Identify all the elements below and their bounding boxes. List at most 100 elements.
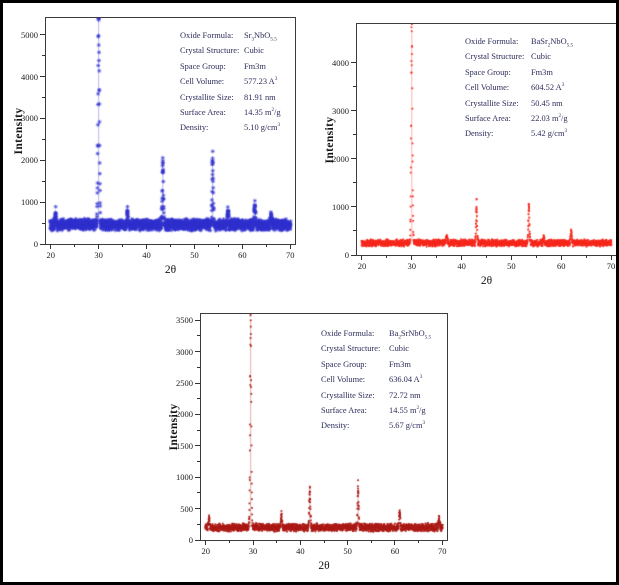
y-minor-tick — [353, 134, 356, 136]
y-minor-tick — [197, 366, 200, 368]
x-major-tick — [205, 540, 207, 545]
y-major-tick — [195, 413, 200, 415]
x-tick-label: 30 — [94, 250, 103, 260]
y-minor-tick — [42, 222, 45, 224]
y-major-tick — [195, 539, 200, 541]
xrd-plot-sr3nbo55: Intensity 2θ Oxide Formula:Sr3NbO5.5Crys… — [13, 17, 296, 276]
y-tick-label: 4000 — [332, 57, 349, 68]
y-major-tick — [351, 62, 356, 63]
x-major-tick — [252, 540, 254, 545]
xrd-plot-ba2srnbo55: Intensity 2θ Oxide Formula:Ba2SrNbO5.5Cr… — [168, 313, 448, 572]
x-minor-tick — [265, 244, 267, 247]
x-tick-label: 40 — [296, 546, 305, 556]
x-tick-label: 20 — [46, 250, 56, 260]
y-major-tick — [195, 351, 200, 353]
y-major-tick — [195, 382, 200, 384]
xrd-scatter-canvas — [201, 314, 447, 540]
x-tick-label: 40 — [142, 250, 151, 260]
y-axis-label: Intensity — [168, 403, 180, 451]
y-tick-label: 2000 — [176, 409, 193, 420]
x-minor-tick — [585, 255, 587, 258]
x-tick-label: 20 — [357, 261, 367, 271]
y-minor-tick — [197, 398, 200, 400]
x-major-tick — [289, 244, 291, 249]
y-major-tick — [351, 110, 356, 112]
x-minor-tick — [370, 540, 372, 543]
y-tick-label: 1000 — [332, 201, 349, 212]
x-major-tick — [50, 244, 52, 249]
y-tick-label: 2000 — [332, 153, 349, 164]
xrd-scatter-canvas — [357, 24, 616, 255]
y-tick-label: 500 — [180, 503, 193, 514]
x-minor-tick — [418, 540, 420, 543]
x-tick-label: 60 — [556, 261, 566, 271]
x-tick-label: 70 — [438, 546, 447, 556]
x-tick-label: 30 — [407, 261, 417, 271]
y-major-tick — [195, 319, 200, 321]
x-minor-tick — [122, 244, 124, 247]
x-axis-label: 2θ — [318, 560, 330, 572]
x-tick-label: 70 — [285, 250, 295, 260]
xrd-scatter-canvas — [46, 18, 295, 244]
x-minor-tick — [386, 255, 388, 258]
x-minor-tick — [276, 540, 278, 543]
y-tick-label: 4000 — [21, 71, 38, 82]
y-major-tick — [351, 158, 356, 160]
x-major-tick — [394, 540, 396, 545]
y-major-tick — [40, 34, 45, 36]
y-tick-label: 3500 — [176, 315, 193, 326]
x-tick-label: 70 — [606, 261, 616, 271]
x-minor-tick — [217, 244, 219, 247]
x-major-tick — [98, 244, 100, 249]
x-minor-tick — [170, 244, 171, 247]
y-tick-label: 0 — [188, 535, 193, 545]
x-axis-label: 2θ — [480, 275, 493, 287]
y-tick-label: 0 — [33, 239, 38, 249]
x-tick-label: 50 — [343, 546, 352, 556]
y-major-tick — [40, 243, 45, 245]
x-minor-tick — [436, 255, 438, 258]
y-minor-tick — [42, 97, 45, 99]
y-tick-label: 1000 — [21, 197, 38, 208]
x-major-tick — [510, 255, 512, 260]
y-tick-label: 2000 — [21, 155, 38, 166]
y-tick-label: 3000 — [332, 105, 349, 116]
y-major-tick — [40, 117, 45, 119]
y-major-tick — [40, 201, 45, 203]
x-major-tick — [461, 255, 463, 260]
x-major-tick — [560, 255, 562, 260]
y-minor-tick — [42, 55, 45, 57]
x-major-tick — [347, 540, 349, 545]
x-minor-tick — [74, 244, 76, 247]
x-tick-label: 30 — [248, 546, 258, 556]
x-tick-label: 60 — [238, 250, 247, 260]
y-minor-tick — [353, 182, 356, 184]
x-major-tick — [610, 255, 612, 260]
y-tick-label: 1000 — [176, 472, 193, 483]
y-major-tick — [351, 206, 356, 208]
x-minor-tick — [535, 255, 537, 258]
x-tick-label: 50 — [190, 250, 199, 260]
x-major-tick — [411, 255, 413, 260]
x-tick-label: 20 — [201, 546, 210, 556]
x-minor-tick — [486, 255, 487, 258]
x-tick-label: 40 — [457, 261, 466, 271]
y-tick-label: 3000 — [176, 346, 193, 357]
y-tick-label: 5000 — [21, 29, 38, 40]
x-major-tick — [241, 244, 243, 249]
x-major-tick — [146, 244, 148, 249]
y-tick-label: 0 — [344, 250, 349, 260]
x-axis-label: 2θ — [164, 264, 177, 276]
y-minor-tick — [42, 138, 45, 140]
x-tick-label: 50 — [507, 261, 516, 271]
y-major-tick — [351, 254, 356, 256]
x-tick-label: 60 — [390, 546, 400, 556]
x-minor-tick — [228, 540, 230, 543]
y-minor-tick — [197, 429, 200, 431]
y-major-tick — [195, 508, 200, 510]
y-major-tick — [195, 445, 200, 447]
y-minor-tick — [197, 335, 200, 337]
y-tick-label: 2500 — [176, 378, 193, 389]
y-tick-label: 1500 — [176, 440, 193, 451]
